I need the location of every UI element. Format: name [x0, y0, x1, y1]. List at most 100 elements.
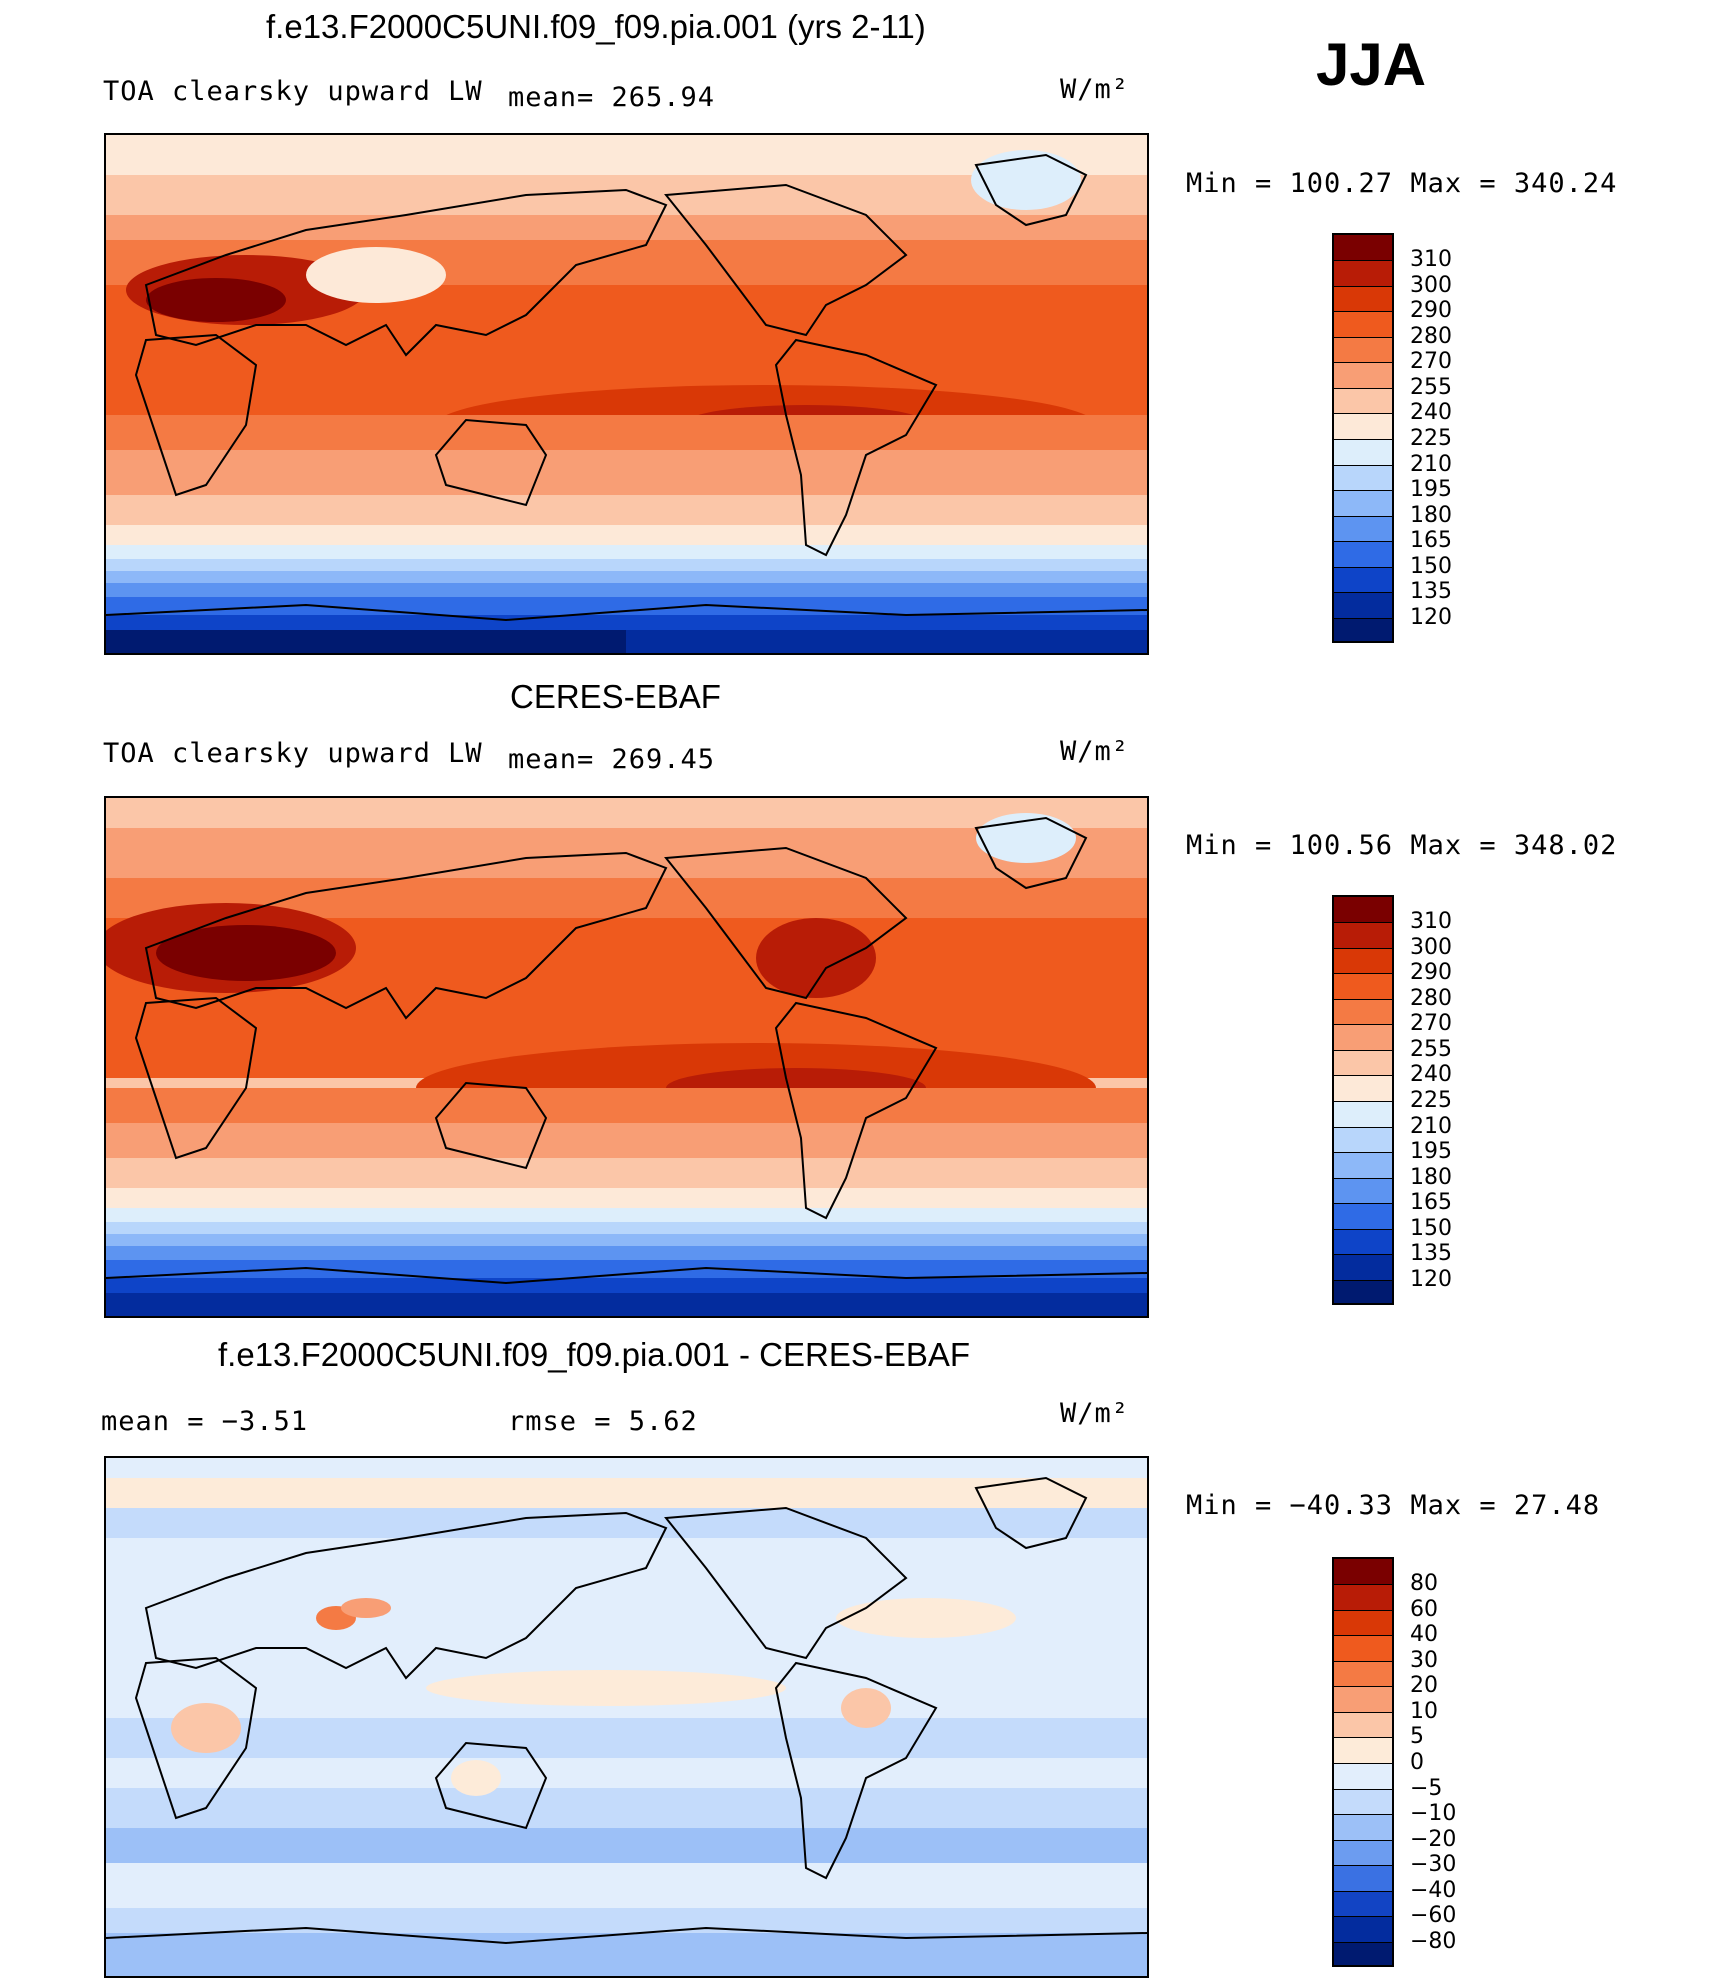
panel-2-colorbar-swatch: [1334, 1000, 1392, 1025]
colorbar-label: 195: [1410, 477, 1452, 502]
panel-3-colorbar-swatch: [1334, 1815, 1392, 1841]
panel-3-colorbar-swatch: [1334, 1764, 1392, 1790]
panel-1-colorbar-swatch: [1334, 491, 1392, 517]
panel-1-colorbar-swatch: [1334, 414, 1392, 440]
panel-1-colorbar-swatch: [1334, 287, 1392, 312]
panel-3-minmax-label: Min = −40.33 Max = 27.48: [1186, 1490, 1601, 1521]
panel-3-map-svg: [106, 1458, 1147, 1976]
panel-2-colorbar-swatch: [1334, 974, 1392, 1000]
colorbar-label: 255: [1410, 375, 1452, 400]
panel-2-title: CERES-EBAF: [510, 678, 721, 715]
panel-1-colorbar-swatch: [1334, 517, 1392, 542]
panel-1-title: f.e13.F2000C5UNI.f09_f09.pia.001 (yrs 2-…: [266, 8, 926, 45]
colorbar-label: 165: [1410, 528, 1452, 553]
colorbar-label: 280: [1410, 986, 1452, 1011]
panel-1-map-svg: [106, 135, 1147, 653]
colorbar-label: 195: [1410, 1139, 1452, 1164]
panel-3-colorbar-swatch: [1334, 1917, 1392, 1943]
panel-3-title: f.e13.F2000C5UNI.f09_f09.pia.001 - CERES…: [218, 1336, 971, 1373]
panel-2-colorbar-swatch: [1334, 897, 1392, 923]
panel-3-colorbar: [1332, 1557, 1394, 1967]
panel-3-colorbar-swatch: [1334, 1687, 1392, 1713]
panel-3-colorbar-swatch: [1334, 1585, 1392, 1611]
panel-1-colorbar-swatch: [1334, 389, 1392, 414]
panel-3-colorbar-swatch: [1334, 1790, 1392, 1815]
panel-1-colorbar: [1332, 233, 1394, 643]
panel-3-colorbar-swatch: [1334, 1866, 1392, 1892]
panel-1-colorbar-swatch: [1334, 363, 1392, 389]
colorbar-label: 210: [1410, 452, 1452, 477]
colorbar-label: 255: [1410, 1037, 1452, 1062]
panel-2-colorbar-swatch: [1334, 1102, 1392, 1128]
colorbar-label: 225: [1410, 1088, 1452, 1113]
panel-2-colorbar-swatch: [1334, 1281, 1392, 1303]
colorbar-label: 300: [1410, 273, 1452, 298]
colorbar-label: 120: [1410, 1267, 1452, 1292]
panel-2-units-label: W/m²: [1060, 736, 1130, 767]
colorbar-label: 5: [1410, 1724, 1424, 1749]
colorbar-label: 165: [1410, 1190, 1452, 1215]
colorbar-label: 180: [1410, 1165, 1452, 1190]
colorbar-label: 290: [1410, 960, 1452, 985]
colorbar-label: 270: [1410, 1011, 1452, 1036]
panel-2-colorbar-swatch: [1334, 1076, 1392, 1102]
panel-2-variable-label: TOA clearsky upward LW: [103, 738, 483, 769]
panel-1-map: [104, 133, 1149, 655]
colorbar-label: 150: [1410, 1216, 1452, 1241]
panel-2-colorbar-swatch: [1334, 1025, 1392, 1051]
colorbar-label: 40: [1410, 1622, 1438, 1647]
panel-2-colorbar: [1332, 895, 1394, 1305]
colorbar-label: 310: [1410, 247, 1452, 272]
colorbar-label: 150: [1410, 554, 1452, 579]
panel-1-colorbar-swatch: [1334, 593, 1392, 619]
panel-2-colorbar-swatch: [1334, 1051, 1392, 1076]
panel-3-colorbar-swatch: [1334, 1841, 1392, 1866]
colorbar-label: 80: [1410, 1571, 1438, 1596]
colorbar-label: 225: [1410, 426, 1452, 451]
panel-1-colorbar-swatch: [1334, 568, 1392, 593]
colorbar-label: 135: [1410, 579, 1452, 604]
panel-3-colorbar-swatch: [1334, 1636, 1392, 1662]
panel-3-map: [104, 1456, 1149, 1978]
season-label: JJA: [1316, 31, 1427, 98]
panel-3-colorbar-swatch: [1334, 1892, 1392, 1917]
panel-2-map: [104, 796, 1149, 1318]
colorbar-label: 310: [1410, 909, 1452, 934]
colorbar-label: −20: [1410, 1827, 1457, 1852]
panel-2-colorbar-swatch: [1334, 1179, 1392, 1204]
panel-3-mean-label: mean = −3.51: [101, 1406, 309, 1437]
colorbar-label: 0: [1410, 1750, 1424, 1775]
panel-1-colorbar-swatch: [1334, 466, 1392, 491]
panel-1-colorbar-swatch: [1334, 338, 1392, 363]
colorbar-label: 30: [1410, 1648, 1438, 1673]
colorbar-label: −5: [1410, 1776, 1443, 1801]
colorbar-label: −60: [1410, 1903, 1457, 1928]
colorbar-label: 60: [1410, 1597, 1438, 1622]
panel-3-colorbar-swatch: [1334, 1738, 1392, 1764]
panel-3-units-label: W/m²: [1060, 1398, 1130, 1429]
panel-2-colorbar-swatch: [1334, 1204, 1392, 1230]
panel-1-minmax-label: Min = 100.27 Max = 340.24: [1186, 168, 1618, 199]
colorbar-label: 120: [1410, 605, 1452, 630]
colorbar-label: 280: [1410, 324, 1452, 349]
colorbar-label: 270: [1410, 349, 1452, 374]
panel-3-colorbar-swatch: [1334, 1943, 1392, 1965]
panel-3-colorbar-swatch: [1334, 1611, 1392, 1636]
panel-1-variable-label: TOA clearsky upward LW: [103, 76, 483, 107]
colorbar-label: 210: [1410, 1114, 1452, 1139]
panel-3-colorbar-swatch: [1334, 1559, 1392, 1585]
colorbar-label: 20: [1410, 1673, 1438, 1698]
panel-1-colorbar-swatch: [1334, 619, 1392, 641]
panel-2-colorbar-swatch: [1334, 1255, 1392, 1281]
panel-2-colorbar-swatch: [1334, 1153, 1392, 1179]
panel-1-colorbar-swatch: [1334, 261, 1392, 287]
panel-2-colorbar-swatch: [1334, 949, 1392, 974]
colorbar-label: −80: [1410, 1929, 1457, 1954]
panel-2-colorbar-swatch: [1334, 1230, 1392, 1255]
panel-1-mean-label: mean= 265.94: [508, 82, 716, 113]
panel-2-colorbar-swatch: [1334, 923, 1392, 949]
panel-1-colorbar-swatch: [1334, 312, 1392, 338]
colorbar-label: 300: [1410, 935, 1452, 960]
panel-1-colorbar-swatch: [1334, 542, 1392, 568]
panel-1-units-label: W/m²: [1060, 74, 1130, 105]
